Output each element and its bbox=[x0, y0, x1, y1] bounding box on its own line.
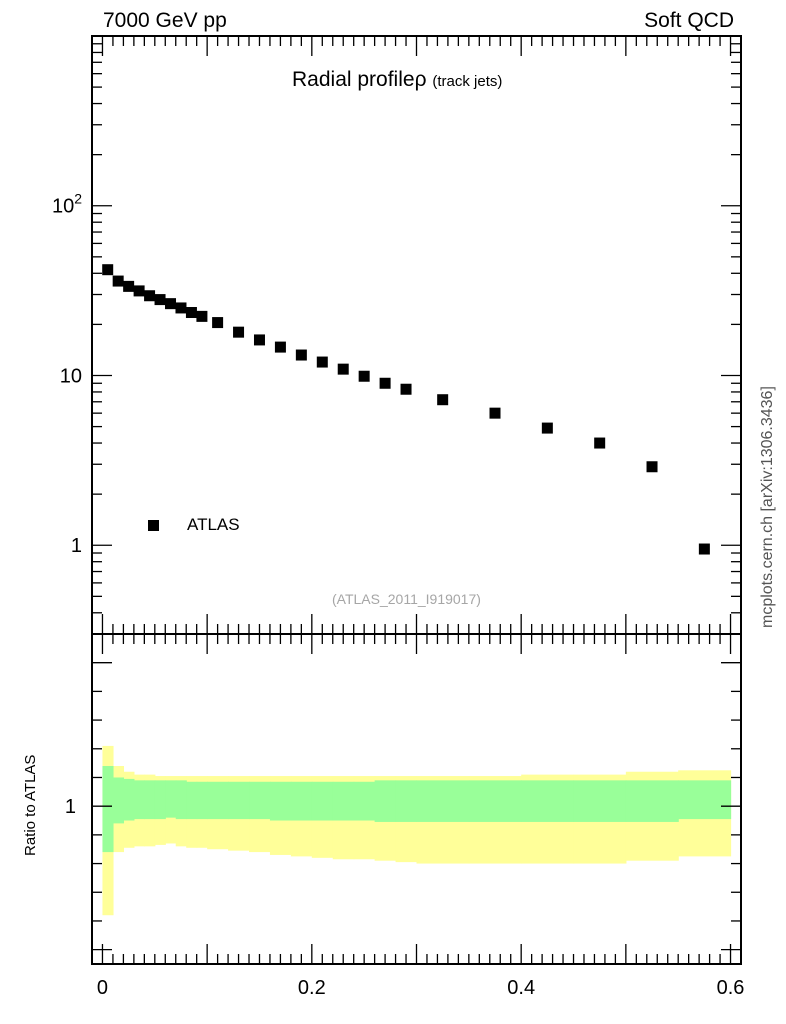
data-point-atlas bbox=[133, 285, 145, 297]
analysis-watermark: (ATLAS_2011_I919017) bbox=[332, 591, 481, 607]
data-point-atlas bbox=[233, 326, 245, 338]
data-point-atlas bbox=[175, 302, 187, 314]
ratio-band-stat bbox=[353, 781, 376, 821]
ratio-band-stat bbox=[196, 781, 208, 820]
data-point-atlas bbox=[646, 461, 658, 473]
ratio-band-stat bbox=[290, 781, 313, 821]
ratio-band-stat bbox=[144, 780, 156, 820]
data-point-atlas bbox=[316, 356, 328, 368]
data-point-atlas bbox=[154, 294, 166, 306]
ratio-band-stat bbox=[186, 781, 198, 820]
data-point-atlas bbox=[337, 363, 349, 375]
ratio-band-stat bbox=[416, 780, 470, 822]
ratio-band-stat bbox=[207, 781, 229, 820]
ratio-band-stat bbox=[123, 778, 135, 821]
ratio-band-stat bbox=[311, 781, 334, 821]
x-tick-label: 0.4 bbox=[507, 977, 535, 999]
ratio-band-stat bbox=[102, 766, 114, 853]
ratio-band-stat bbox=[573, 780, 627, 822]
data-point-atlas bbox=[274, 341, 286, 353]
ratio-band-stat bbox=[521, 780, 575, 822]
ratio-band-stat bbox=[269, 781, 292, 821]
data-point-atlas bbox=[400, 383, 412, 395]
data-point-atlas bbox=[102, 264, 114, 276]
main-plot-frame bbox=[91, 35, 742, 635]
data-point-atlas bbox=[212, 317, 224, 329]
chart-title-main: Radial profile bbox=[292, 68, 415, 91]
ratio-band-stat bbox=[133, 780, 145, 820]
ratio-band-stat bbox=[468, 780, 522, 822]
data-point-atlas bbox=[358, 370, 370, 382]
ratio-band-stat bbox=[112, 777, 125, 824]
header-left-label: 7000 GeV pp bbox=[103, 9, 227, 32]
data-point-atlas bbox=[379, 377, 391, 389]
chart-title-suffix: (track jets) bbox=[432, 73, 503, 90]
data-point-atlas bbox=[253, 334, 265, 346]
data-point-atlas bbox=[437, 394, 449, 406]
ratio-band-stat bbox=[395, 780, 418, 822]
data-point-atlas bbox=[489, 407, 501, 419]
legend-marker-atlas bbox=[148, 520, 159, 531]
ratio-band-stat bbox=[154, 780, 166, 820]
data-point-atlas bbox=[112, 275, 124, 287]
y-tick-label: 10 bbox=[60, 365, 82, 387]
ratio-band-stat bbox=[625, 780, 679, 822]
ratio-band-stat bbox=[249, 781, 271, 820]
ratio-band-stat bbox=[332, 781, 355, 821]
ratio-band-stat bbox=[228, 781, 250, 820]
y-tick-label: 1 bbox=[71, 535, 82, 557]
x-tick-label: 0.6 bbox=[717, 977, 745, 999]
ratio-band-stat bbox=[165, 780, 177, 818]
data-point-atlas bbox=[196, 310, 208, 322]
data-point-atlas bbox=[594, 437, 606, 449]
y-tick-label: 102 bbox=[52, 191, 82, 218]
legend bbox=[148, 520, 159, 531]
chart-title-symbol: ρ bbox=[414, 68, 427, 91]
ratio-band-stat bbox=[678, 780, 732, 820]
x-tick-label: 0 bbox=[97, 977, 108, 999]
x-tick-label: 0.2 bbox=[298, 977, 326, 999]
data-point-atlas bbox=[123, 280, 135, 292]
ratio-bands bbox=[102, 745, 732, 916]
ratio-band-stat bbox=[175, 780, 187, 820]
ratio-y-tick-label: 1 bbox=[65, 796, 76, 818]
data-point-atlas bbox=[144, 290, 156, 302]
chart-title: Radial profileρ (track jets) bbox=[292, 69, 502, 90]
data-point-atlas bbox=[698, 543, 710, 555]
header-right-label: Soft QCD bbox=[644, 9, 734, 32]
ratio-band-stat bbox=[374, 780, 397, 822]
data-point-atlas bbox=[541, 422, 553, 434]
data-point-atlas bbox=[185, 307, 197, 319]
data-point-atlas bbox=[295, 349, 307, 361]
axis-ticks bbox=[92, 35, 741, 964]
data-point-atlas bbox=[165, 298, 177, 310]
legend-entry-atlas: ATLAS bbox=[187, 515, 240, 534]
data-points bbox=[102, 264, 710, 555]
